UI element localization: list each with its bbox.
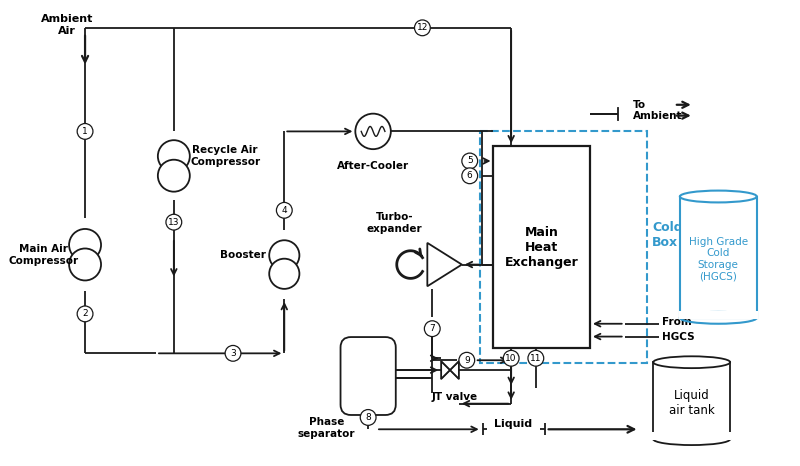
Text: 4: 4 bbox=[282, 206, 287, 215]
Bar bbox=[680, 197, 757, 318]
Circle shape bbox=[462, 168, 478, 184]
Text: 13: 13 bbox=[168, 218, 179, 226]
Circle shape bbox=[424, 321, 440, 336]
Circle shape bbox=[528, 350, 544, 366]
Text: 2: 2 bbox=[82, 309, 88, 318]
Circle shape bbox=[360, 410, 376, 425]
Circle shape bbox=[462, 153, 478, 169]
Circle shape bbox=[77, 306, 93, 322]
Text: 11: 11 bbox=[530, 354, 542, 363]
Circle shape bbox=[459, 352, 474, 368]
Text: Ambient: Ambient bbox=[633, 110, 682, 121]
Ellipse shape bbox=[680, 191, 757, 202]
Text: From: From bbox=[662, 317, 692, 327]
Polygon shape bbox=[450, 361, 459, 379]
Ellipse shape bbox=[270, 240, 299, 270]
Circle shape bbox=[503, 350, 519, 366]
Ellipse shape bbox=[270, 259, 299, 289]
Text: Booster: Booster bbox=[220, 250, 266, 260]
Text: Liquid
air tank: Liquid air tank bbox=[669, 389, 714, 417]
FancyBboxPatch shape bbox=[341, 337, 396, 415]
Text: Recycle Air
Compressor: Recycle Air Compressor bbox=[190, 145, 260, 167]
Text: Turbo-
expander: Turbo- expander bbox=[367, 212, 422, 234]
Circle shape bbox=[355, 114, 391, 149]
Text: To: To bbox=[633, 100, 646, 110]
Text: Ambient
Air: Ambient Air bbox=[41, 14, 94, 36]
Bar bbox=[480, 131, 647, 363]
Polygon shape bbox=[441, 361, 450, 379]
Ellipse shape bbox=[69, 248, 101, 281]
Text: 7: 7 bbox=[430, 324, 435, 333]
Text: Liquid: Liquid bbox=[494, 419, 532, 429]
Text: HGCS: HGCS bbox=[662, 332, 694, 342]
Text: 9: 9 bbox=[464, 356, 470, 365]
Text: JT valve: JT valve bbox=[432, 392, 478, 402]
Text: Main Air
Compressor: Main Air Compressor bbox=[9, 244, 78, 266]
Ellipse shape bbox=[654, 356, 730, 368]
Circle shape bbox=[414, 20, 430, 36]
Bar bbox=[494, 146, 590, 349]
Ellipse shape bbox=[158, 160, 190, 192]
Text: Cold
Box: Cold Box bbox=[652, 221, 683, 249]
Text: 1: 1 bbox=[82, 127, 88, 136]
Bar bbox=[652, 432, 731, 440]
Ellipse shape bbox=[158, 140, 190, 172]
Circle shape bbox=[225, 345, 241, 361]
Circle shape bbox=[277, 202, 292, 218]
Polygon shape bbox=[427, 243, 462, 286]
Bar bbox=[654, 362, 730, 439]
Text: After-Cooler: After-Cooler bbox=[337, 161, 409, 171]
Text: 3: 3 bbox=[230, 349, 236, 358]
Ellipse shape bbox=[69, 229, 101, 261]
Text: 10: 10 bbox=[506, 354, 517, 363]
Text: High Grade
Cold
Storage
(HGCS): High Grade Cold Storage (HGCS) bbox=[689, 237, 748, 281]
Circle shape bbox=[166, 214, 182, 230]
Text: Main
Heat
Exchanger: Main Heat Exchanger bbox=[505, 226, 578, 269]
Text: 6: 6 bbox=[467, 171, 473, 180]
Text: 5: 5 bbox=[467, 157, 473, 165]
Text: 8: 8 bbox=[366, 413, 371, 422]
Text: 12: 12 bbox=[417, 23, 428, 32]
Bar bbox=[679, 311, 758, 319]
Text: Phase
separator: Phase separator bbox=[298, 418, 355, 439]
Circle shape bbox=[77, 123, 93, 139]
